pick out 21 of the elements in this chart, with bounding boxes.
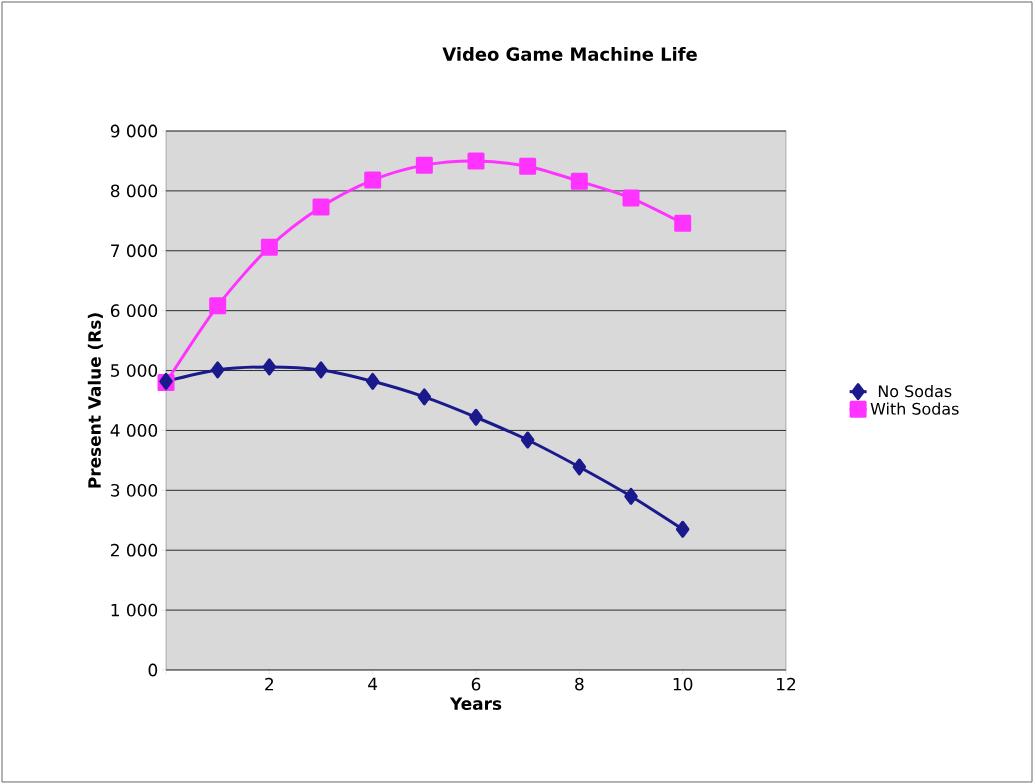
y-tick-label: 0 [148, 663, 158, 677]
y-tick-label: 5 000 [111, 364, 158, 377]
x-tick-label: 12 [777, 677, 796, 691]
x-tick-label: 10 [673, 677, 693, 691]
x-tick-label: 6 [471, 677, 481, 691]
y-tick-label: 9 000 [110, 124, 158, 138]
legend-label: No Sodas [878, 384, 952, 398]
y-tick-label: 2 000 [110, 543, 158, 557]
y-tick-label: 3 000 [111, 483, 158, 497]
chart-title: Video Game Machine Life [442, 47, 697, 61]
x-tick-label: 4 [368, 677, 378, 691]
y-tick-label: 1 000 [111, 603, 158, 617]
x-tick-label: 2 [265, 677, 274, 691]
y-axis-title: Present Value (Rs) [87, 313, 103, 488]
y-tick-label: 7 000 [111, 244, 158, 258]
x-tick-label: 8 [575, 677, 584, 691]
legend-label: With Sodas [870, 402, 959, 415]
x-axis-title: Years [449, 697, 502, 710]
y-tick-label: 8 000 [110, 184, 158, 198]
y-tick-label: 6 000 [110, 304, 158, 318]
y-tick-label: 4 000 [110, 424, 158, 437]
